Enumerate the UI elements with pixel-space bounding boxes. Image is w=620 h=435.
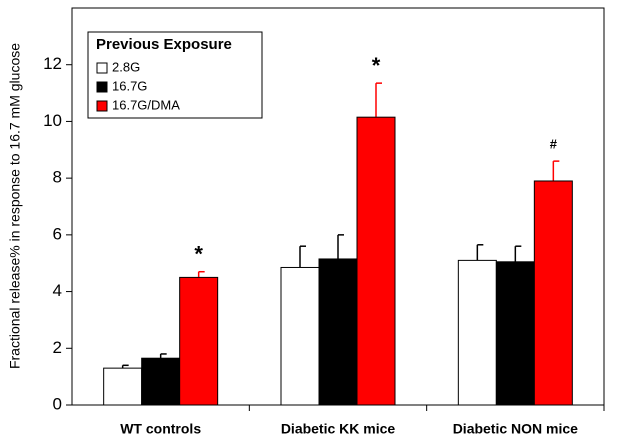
legend-title: Previous Exposure (96, 36, 232, 53)
bar (103, 367, 143, 406)
significance-marker: * (372, 53, 381, 78)
bar (318, 258, 358, 406)
legend-box (87, 31, 263, 119)
bar (495, 261, 535, 406)
y-tick-label: 8 (53, 168, 62, 187)
x-tick-label: Diabetic NON mice (453, 421, 578, 435)
significance-marker: * (194, 242, 203, 267)
x-tick-label: Diabetic KK mice (281, 421, 396, 435)
y-tick-label: 6 (53, 224, 62, 243)
bar (179, 276, 219, 406)
bar (533, 180, 573, 406)
legend-swatch (96, 62, 108, 74)
y-tick-label: 10 (43, 111, 62, 130)
bar (141, 357, 181, 406)
bar (356, 116, 396, 406)
legend-label: 16.7G/DMA (112, 97, 180, 112)
legend-label: 16.7G (112, 78, 147, 93)
y-tick-label: 12 (43, 54, 62, 73)
y-tick-label: 4 (53, 281, 62, 300)
legend-swatch (96, 81, 108, 93)
significance-marker: # (550, 137, 558, 152)
legend-label: 2.8G (112, 59, 140, 74)
y-tick-label: 2 (53, 338, 62, 357)
legend-swatch (96, 100, 108, 112)
y-tick-label: 0 (53, 394, 62, 413)
bar (457, 259, 497, 406)
bar (280, 266, 320, 406)
y-axis-label: Fractional release% in response to 16.7 … (7, 43, 23, 369)
x-tick-label: WT controls (120, 421, 201, 435)
